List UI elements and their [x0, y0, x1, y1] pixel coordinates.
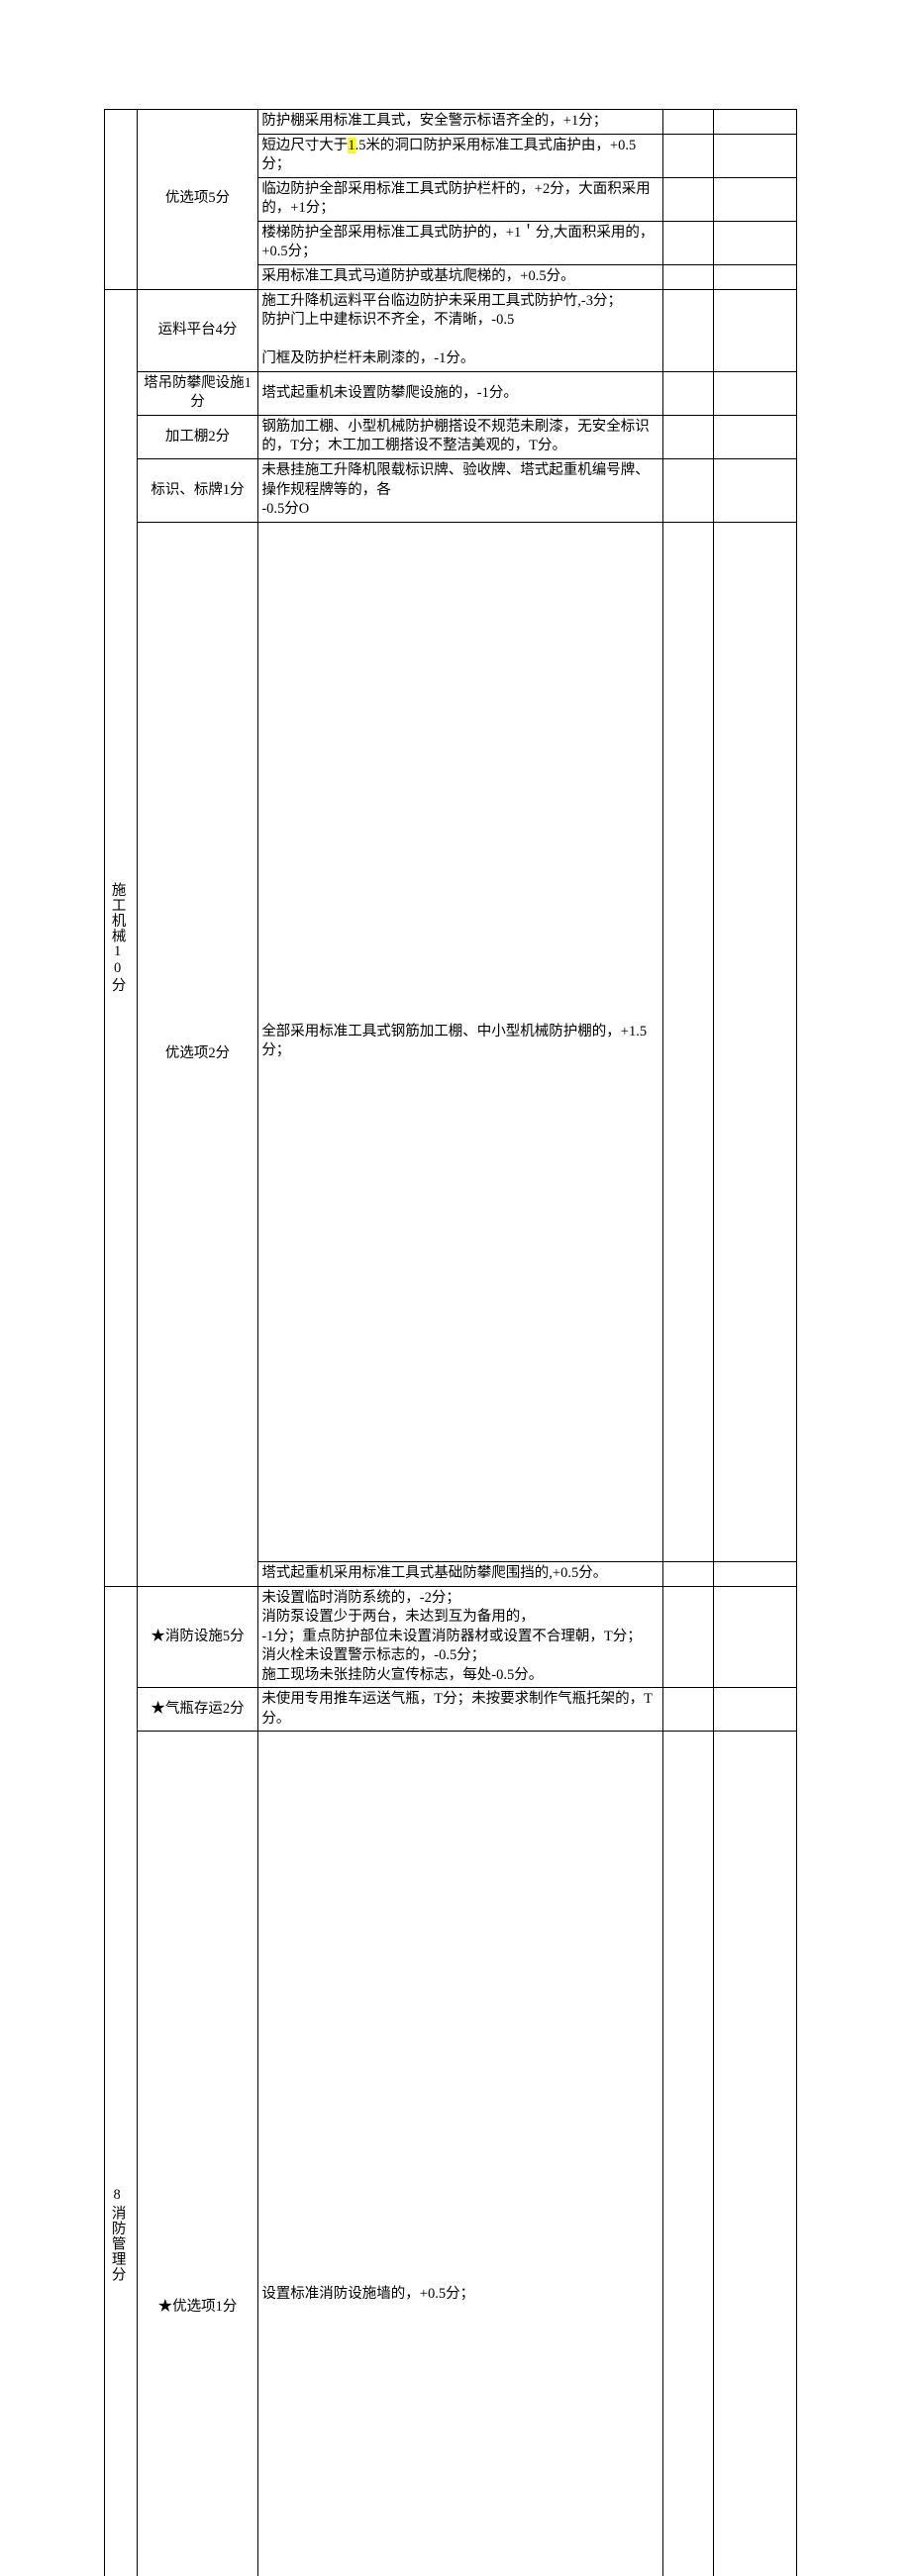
score-cell — [663, 1732, 714, 2576]
score-cell — [663, 264, 714, 289]
note-cell — [714, 264, 797, 289]
criteria-cell: 塔式起重机未设置防攀爬设施的，-1分。 — [258, 371, 663, 415]
score-cell — [663, 1561, 714, 1586]
cat-fire-management: 8消防管理分 — [105, 1586, 138, 2576]
score-cell — [663, 134, 714, 177]
sub-youxuan-1: ★优选项1分 — [137, 1732, 258, 2576]
sub-yunliao: 运料平台4分 — [137, 289, 258, 371]
criteria-cell: 防护棚采用标准工具式，安全警示标语齐全的，+1分； — [258, 110, 663, 135]
scoring-table: 优选项5分 防护棚采用标准工具式，安全警示标语齐全的，+1分； 短边尺寸大于1.… — [104, 109, 797, 2576]
sub-youxuan-2: 优选项2分 — [137, 522, 258, 1586]
cat-construction-machinery: 施工机械10分 — [105, 289, 138, 1586]
note-cell — [714, 1732, 797, 2576]
note-cell — [714, 522, 797, 1561]
score-cell — [663, 415, 714, 458]
score-cell — [663, 289, 714, 371]
criteria-cell: 钢筋加工棚、小型机械防护棚搭设不规范未刷漆，无安全标识的，T分；木工加工棚搭设不… — [258, 415, 663, 458]
note-cell — [714, 1586, 797, 1688]
note-cell — [714, 134, 797, 177]
note-cell — [714, 289, 797, 371]
score-cell — [663, 371, 714, 415]
criteria-cell: 未设置临时消防系统的，-2分； 消防泵设置少于两台，未达到互为备用的， -1分；… — [258, 1586, 663, 1688]
criteria-cell: 塔式起重机采用标准工具式基础防攀爬围挡的,+0.5分。 — [258, 1561, 663, 1586]
score-cell — [663, 221, 714, 264]
criteria-cell: 全部采用标准工具式钢筋加工棚、中小型机械防护棚的，+1.5分； — [258, 522, 663, 1561]
sub-biaoshi: 标识、标牌1分 — [137, 459, 258, 523]
note-cell — [714, 221, 797, 264]
note-cell — [714, 1688, 797, 1732]
highlight: 1 — [348, 138, 354, 153]
sub-jiagong: 加工棚2分 — [137, 415, 258, 458]
note-cell — [714, 177, 797, 221]
sub-qiping: ★气瓶存运2分 — [137, 1688, 258, 1732]
note-cell — [714, 110, 797, 135]
note-cell — [714, 1561, 797, 1586]
criteria-cell: 临边防护全部采用标准工具式防护栏杆的，+2分，大面积采用的，+1分； — [258, 177, 663, 221]
criteria-cell: 未悬挂施工升降机限载标识牌、验收牌、塔式起重机编号牌、操作规程牌等的，各 -0.… — [258, 459, 663, 523]
note-cell — [714, 415, 797, 458]
score-cell — [663, 1586, 714, 1688]
score-cell — [663, 177, 714, 221]
sub-xiaofang-sheshi: ★消防设施5分 — [137, 1586, 258, 1688]
cat-continuation — [105, 110, 138, 290]
criteria-cell: 楼梯防护全部采用标准工具式防护的，+1＇分,大面积采用的，+0.5分； — [258, 221, 663, 264]
sub-youxuan-5: 优选项5分 — [137, 110, 258, 290]
criteria-cell: 设置标准消防设施墙的，+0.5分； — [258, 1732, 663, 2576]
note-cell — [714, 459, 797, 523]
score-cell — [663, 522, 714, 1561]
criteria-cell: 短边尺寸大于1.5米的洞口防护采用标准工具式庙护由，+0.5分； — [258, 134, 663, 177]
sub-tadiao: 塔吊防攀爬设施1分 — [137, 371, 258, 415]
criteria-cell: 采用标准工具式马道防护或基坑爬梯的，+0.5分。 — [258, 264, 663, 289]
score-cell — [663, 110, 714, 135]
note-cell — [714, 371, 797, 415]
score-cell — [663, 459, 714, 523]
score-cell — [663, 1688, 714, 1732]
criteria-cell: 未使用专用推车运送气瓶，T分；未按要求制作气瓶托架的，T分。 — [258, 1688, 663, 1732]
criteria-cell: 施工升降机运料平台临边防护未采用工具式防护竹,-3分； 防护门上中建标识不齐全，… — [258, 289, 663, 371]
